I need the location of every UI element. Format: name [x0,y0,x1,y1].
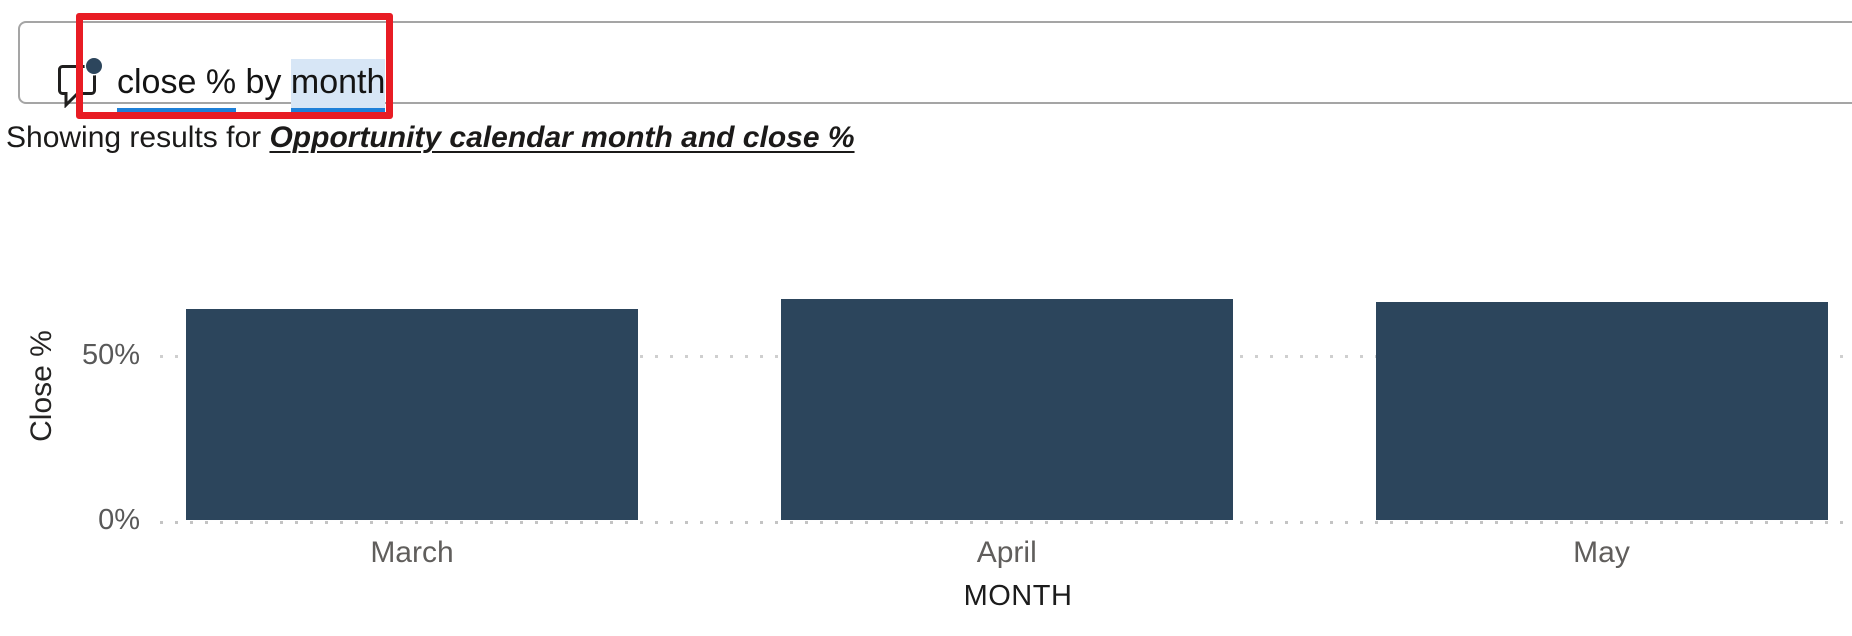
bar-may[interactable] [1375,302,1828,520]
showing-results-line: Showing results for Opportunity calendar… [6,121,855,155]
x-axis-title: MONTH [963,580,1073,612]
y-axis-title: Close % [25,330,58,442]
query-term-month[interactable]: month [290,59,386,114]
y-tick-label: 0% [98,504,140,536]
bar-plot [160,190,1852,524]
gridline-0% [160,521,1852,524]
bar-april[interactable] [780,299,1233,520]
query-interpretation[interactable]: Opportunity calendar month and close % [269,121,855,154]
bar-march[interactable] [186,309,638,520]
x-tick-label-may: May [1573,536,1630,569]
text-cursor [386,61,390,101]
qna-question-input[interactable]: close % by month [18,21,1852,114]
showing-results-prefix: Showing results for [6,121,270,154]
y-tick-label: 50% [81,339,140,371]
qna-chat-bubble-icon [58,56,102,108]
x-tick-label-april: April [976,536,1037,569]
x-tick-label-march: March [370,536,454,569]
query-term-close-pct[interactable]: close % [117,59,237,114]
query-connector: by [236,63,291,101]
query-text[interactable]: close % by month [117,59,390,114]
